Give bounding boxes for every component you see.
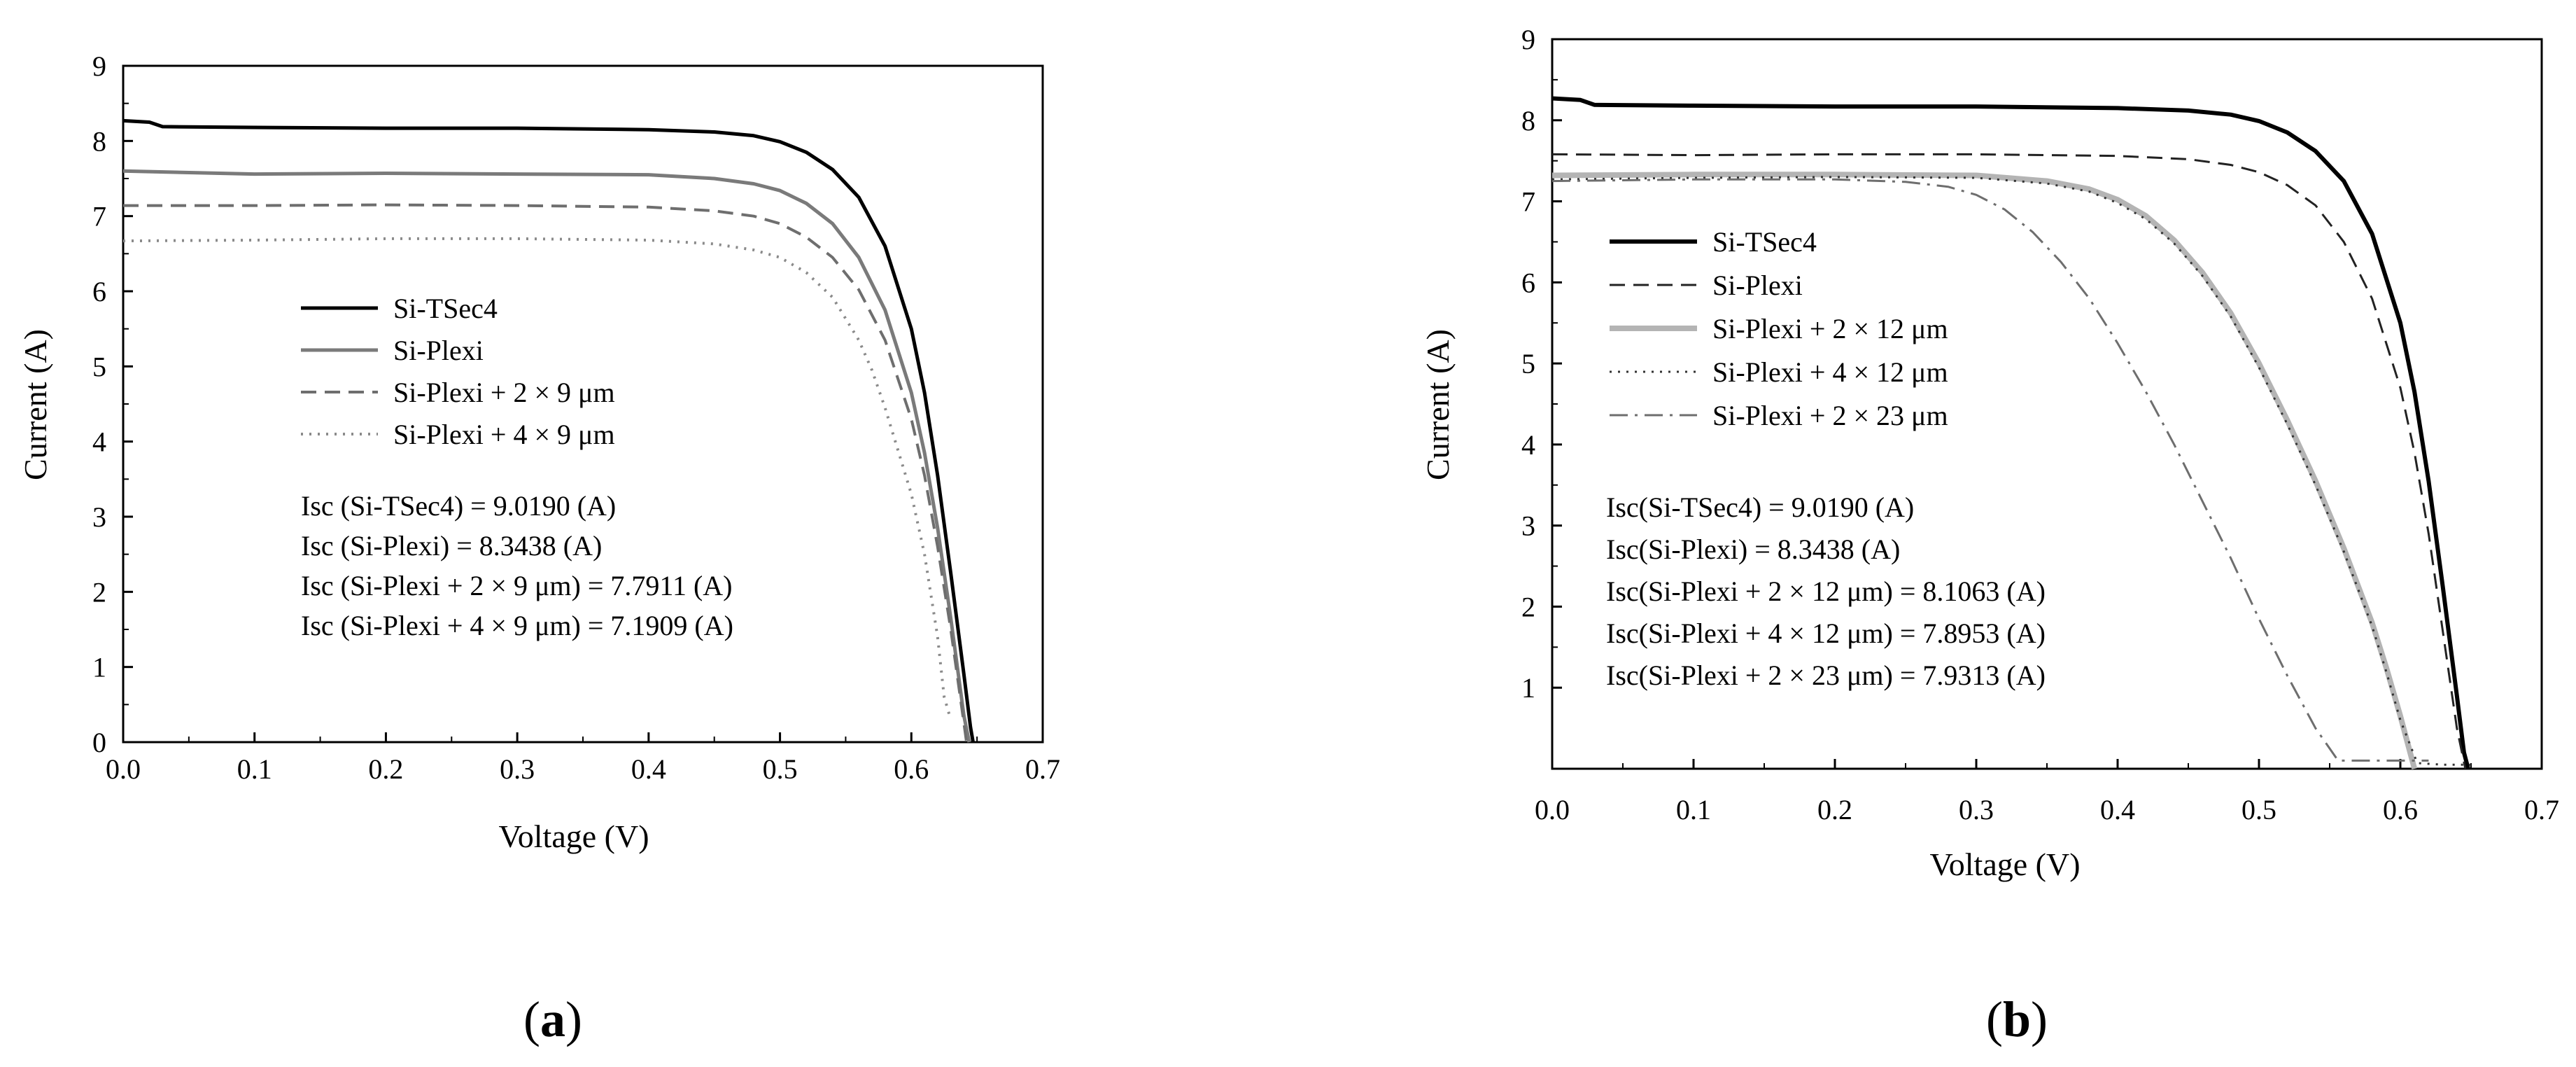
series-line-2 xyxy=(122,169,971,743)
isc-annotation-3: Isc(Si-Plexi + 2 × 12 μm) = 8.1063 (A) xyxy=(1606,576,2046,607)
y-tick-label: 9 xyxy=(92,50,106,82)
isc-annotation-2: Isc (Si-Plexi) = 8.3438 (A) xyxy=(301,530,602,562)
y-tick-label: 9 xyxy=(1521,24,1535,55)
y-tick-label: 3 xyxy=(1521,510,1535,542)
y-axis-title-b: Current (A) xyxy=(1420,329,1456,480)
series-line-4 xyxy=(1551,176,2471,766)
series-line-1 xyxy=(122,118,975,743)
y-tick-label: 0 xyxy=(92,727,106,758)
legend-label-1: Si-TSec4 xyxy=(1712,226,1817,258)
plot-area-b: 0.0 0.1 0.2 0.3 0.4 0.5 0.6 0.7 1 2 3 4 5 6 7 8 9 Si-TSec… xyxy=(1521,24,2559,825)
y-tick-label: 3 xyxy=(92,501,106,533)
y-tick-label: 6 xyxy=(1521,267,1535,298)
y-tick-label: 1 xyxy=(92,652,106,683)
isc-annotation-5: Isc(Si-Plexi + 2 × 23 μm) = 7.9313 (A) xyxy=(1606,660,2046,691)
series-line-3 xyxy=(1551,172,2418,770)
x-tick-label: 0.5 xyxy=(2241,794,2276,825)
isc-annotation-4: Isc (Si-Plexi + 4 × 9 μm) = 7.1909 (A) xyxy=(301,610,733,641)
y-tick-label: 6 xyxy=(92,276,106,307)
y-tick-label: 5 xyxy=(92,351,106,382)
y-tick-label: 1 xyxy=(1521,672,1535,704)
isc-annotation-4: Isc(Si-Plexi + 4 × 12 μm) = 7.8953 (A) xyxy=(1606,618,2046,649)
x-tick-label: 0.4 xyxy=(2100,794,2135,825)
y-tick-label: 4 xyxy=(1521,429,1535,461)
x-tick-label: 0.6 xyxy=(2383,794,2418,825)
x-tick-label: 0.0 xyxy=(106,753,141,785)
isc-annotation-2: Isc(Si-Plexi) = 8.3438 (A) xyxy=(1606,534,1900,565)
y-axis-title-a: Current (A) xyxy=(17,329,53,480)
x-axis-title-a: Voltage (V) xyxy=(498,818,649,854)
x-tick-label: 0.7 xyxy=(2524,794,2559,825)
series-line-3 xyxy=(123,203,969,743)
y-tick-label: 4 xyxy=(92,426,106,458)
y-tick-label: 7 xyxy=(92,201,106,232)
y-tick-label: 2 xyxy=(1521,591,1535,622)
x-axis-title-b: Voltage (V) xyxy=(1929,846,2080,882)
x-tick-label: 0.7 xyxy=(1025,753,1060,785)
y-tick-label: 8 xyxy=(1521,105,1535,137)
panel-label-a: (a) xyxy=(523,991,582,1047)
x-tick-label: 0.0 xyxy=(1535,794,1570,825)
legend-label-5: Si-Plexi + 2 × 23 μm xyxy=(1712,400,1948,431)
plot-area-a: 0.0 0.1 0.2 0.3 0.4 0.5 0.6 0.7 0 1 2 3 4 5 6 7 8 9 Si-TSe… xyxy=(92,50,1060,785)
isc-annotation-3: Isc (Si-Plexi + 2 × 9 μm) = 7.7911 (A) xyxy=(301,570,732,601)
y-tick-label: 8 xyxy=(92,125,106,157)
legend-label-2: Si-Plexi xyxy=(1712,270,1803,301)
panel-b: 0.0 0.1 0.2 0.3 0.4 0.5 0.6 0.7 1 2 3 4 5 6 7 8 9 Si-TSec… xyxy=(1420,24,2559,1047)
isc-annotation-1: Isc(Si-TSec4) = 9.0190 (A) xyxy=(1606,491,1914,523)
panel-label-b: (b) xyxy=(1986,991,2048,1047)
legend-label-2: Si-Plexi xyxy=(393,335,484,366)
x-tick-label: 0.2 xyxy=(1817,794,1852,825)
x-tick-label: 0.1 xyxy=(237,753,272,785)
x-tick-label: 0.5 xyxy=(763,753,798,785)
legend-label-1: Si-TSec4 xyxy=(393,293,498,324)
legend-label-3: Si-Plexi + 2 × 9 μm xyxy=(393,377,615,408)
x-tick-label: 0.2 xyxy=(368,753,403,785)
panel-a: 0.0 0.1 0.2 0.3 0.4 0.5 0.6 0.7 0 1 2 3 4 5 6 7 8 9 Si-TSe… xyxy=(17,50,1060,1047)
x-tick-label: 0.4 xyxy=(631,753,666,785)
y-tick-label: 7 xyxy=(1521,186,1535,218)
isc-annotation-1: Isc (Si-TSec4) = 9.0190 (A) xyxy=(301,490,616,522)
legend-label-4: Si-Plexi + 4 × 9 μm xyxy=(393,419,615,450)
y-tick-label: 2 xyxy=(92,576,106,608)
series-line-1 xyxy=(1551,96,2470,769)
series-line-5 xyxy=(1551,178,2429,762)
x-tick-label: 0.6 xyxy=(894,753,929,785)
x-tick-label: 0.3 xyxy=(1959,794,1994,825)
series-line-4 xyxy=(122,237,952,720)
legend-label-4: Si-Plexi + 4 × 12 μm xyxy=(1712,356,1948,388)
x-tick-label: 0.1 xyxy=(1676,794,1711,825)
legend-label-3: Si-Plexi + 2 × 12 μm xyxy=(1712,313,1948,344)
y-tick-label: 5 xyxy=(1521,348,1535,379)
x-tick-label: 0.3 xyxy=(500,753,535,785)
